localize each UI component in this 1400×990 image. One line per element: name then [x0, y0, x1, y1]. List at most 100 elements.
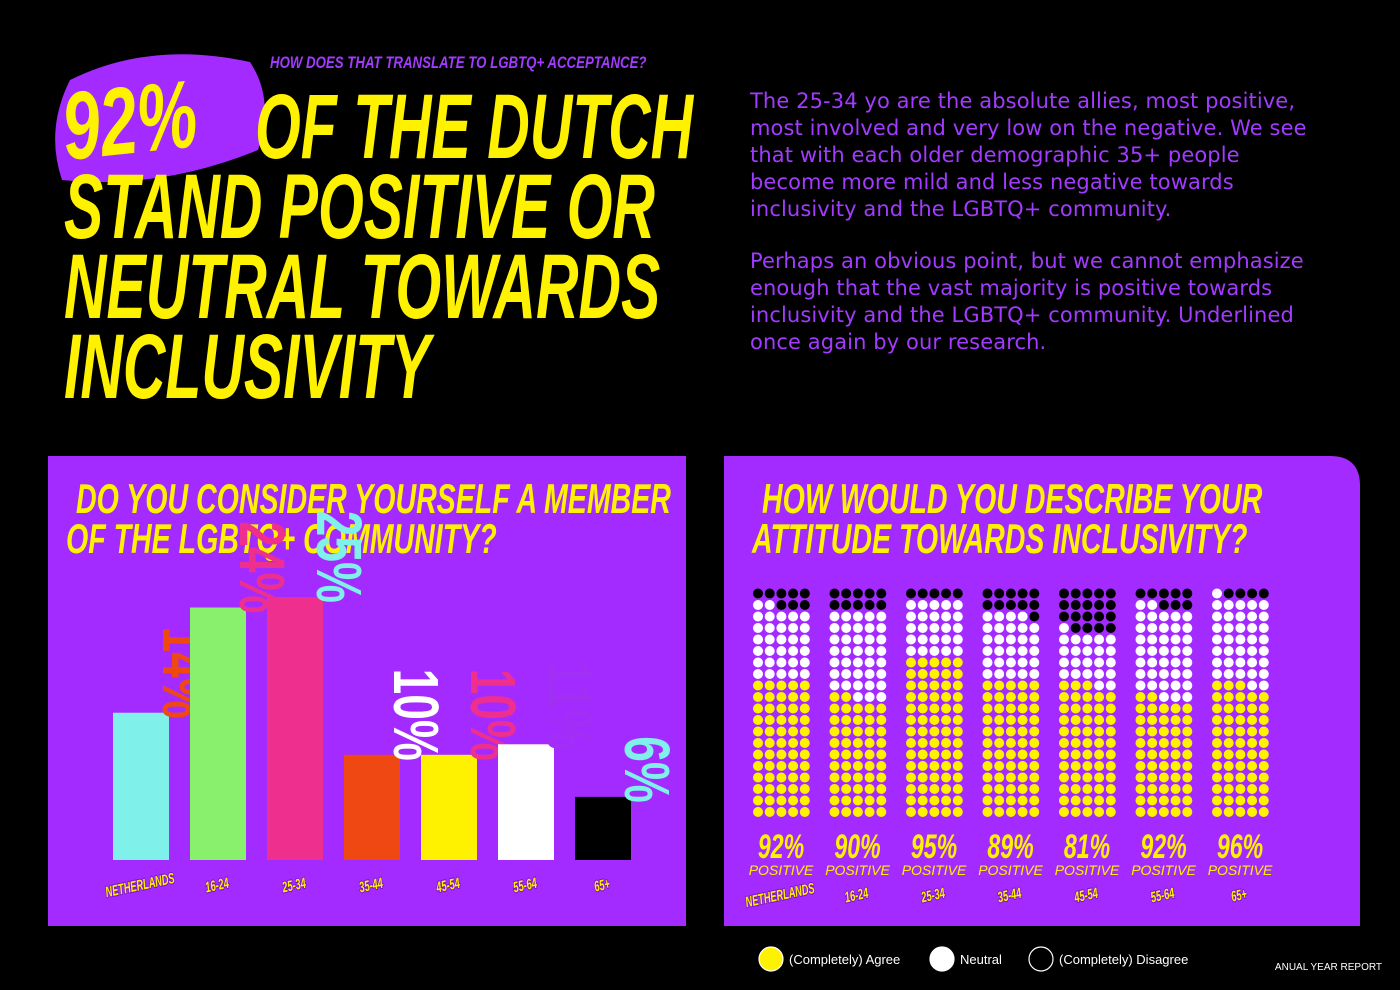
dot [941, 657, 952, 668]
dot [864, 703, 875, 714]
dot [994, 772, 1005, 783]
dot [1029, 692, 1040, 702]
dot [1158, 634, 1169, 645]
dot [1105, 749, 1116, 760]
dot [852, 680, 863, 691]
dot [1170, 611, 1181, 622]
dot [1059, 772, 1069, 783]
dot [941, 715, 952, 725]
dot [799, 726, 810, 737]
dot [753, 692, 763, 702]
dot [1005, 738, 1016, 748]
dot [1135, 680, 1146, 691]
dot [788, 611, 799, 622]
dot [1258, 634, 1269, 645]
dot [1247, 646, 1258, 656]
dot [917, 726, 928, 737]
dot [917, 657, 928, 668]
dot [829, 680, 840, 691]
dot [764, 680, 775, 691]
dot [1212, 657, 1222, 668]
dot [1158, 807, 1169, 817]
dot [788, 784, 799, 794]
dot [1247, 784, 1258, 794]
positive-caption: POSITIVE [1131, 862, 1196, 878]
dot [982, 623, 993, 633]
dot [788, 761, 799, 771]
dot [764, 784, 775, 794]
dot [829, 646, 840, 656]
dot [1017, 680, 1028, 691]
positive-value: 89% [987, 829, 1033, 866]
dot [1147, 795, 1158, 806]
dot [1235, 749, 1246, 760]
chart-title: HOW WOULD YOU DESCRIBE YOUR [762, 474, 1262, 522]
dot [788, 749, 799, 760]
dot [1223, 749, 1234, 760]
headline-line: STAND POSITIVE OR [64, 156, 655, 258]
dot [852, 703, 863, 714]
dot [864, 807, 875, 817]
dot [1170, 761, 1181, 771]
dot [799, 795, 810, 806]
dot [1147, 692, 1158, 702]
dot [841, 634, 852, 645]
dot [1082, 807, 1093, 817]
dot [941, 772, 952, 783]
dot [1223, 807, 1234, 817]
dot [776, 680, 787, 691]
dot [1247, 680, 1258, 691]
dot [764, 646, 775, 656]
dot [952, 749, 963, 760]
dot [1235, 669, 1246, 679]
bar [575, 796, 631, 860]
dot [1094, 749, 1105, 760]
dot [952, 669, 963, 679]
dot [852, 795, 863, 806]
dot [764, 600, 775, 610]
dot [1094, 588, 1105, 599]
dot [829, 703, 840, 714]
dot [929, 646, 940, 656]
dot [982, 772, 993, 783]
dot [841, 680, 852, 691]
dot [929, 680, 940, 691]
dot [1212, 807, 1222, 817]
dot [982, 795, 993, 806]
dot [788, 703, 799, 714]
dot [1247, 692, 1258, 702]
dot [776, 795, 787, 806]
dot [906, 749, 916, 760]
dot [906, 738, 916, 748]
dot [1029, 726, 1040, 737]
dot [788, 623, 799, 633]
dot [776, 692, 787, 702]
dot [753, 807, 763, 817]
dot [864, 772, 875, 783]
dot [753, 772, 763, 783]
dot [982, 634, 993, 645]
dot [1017, 807, 1028, 817]
dot [906, 669, 916, 679]
dot [1182, 669, 1193, 679]
dot [1212, 749, 1222, 760]
dot [1258, 703, 1269, 714]
dot [941, 669, 952, 679]
dot [994, 611, 1005, 622]
dot [864, 761, 875, 771]
legend-swatch [758, 946, 784, 972]
dot [776, 807, 787, 817]
dot [917, 588, 928, 599]
dot [864, 588, 875, 599]
dot [906, 588, 916, 599]
dot [1005, 795, 1016, 806]
dot [799, 646, 810, 656]
dot [1017, 749, 1028, 760]
dot [1182, 634, 1193, 645]
dot [1029, 657, 1040, 668]
dot [994, 680, 1005, 691]
bar [498, 744, 554, 860]
dot [788, 692, 799, 702]
dot [1029, 807, 1040, 817]
dot [753, 749, 763, 760]
